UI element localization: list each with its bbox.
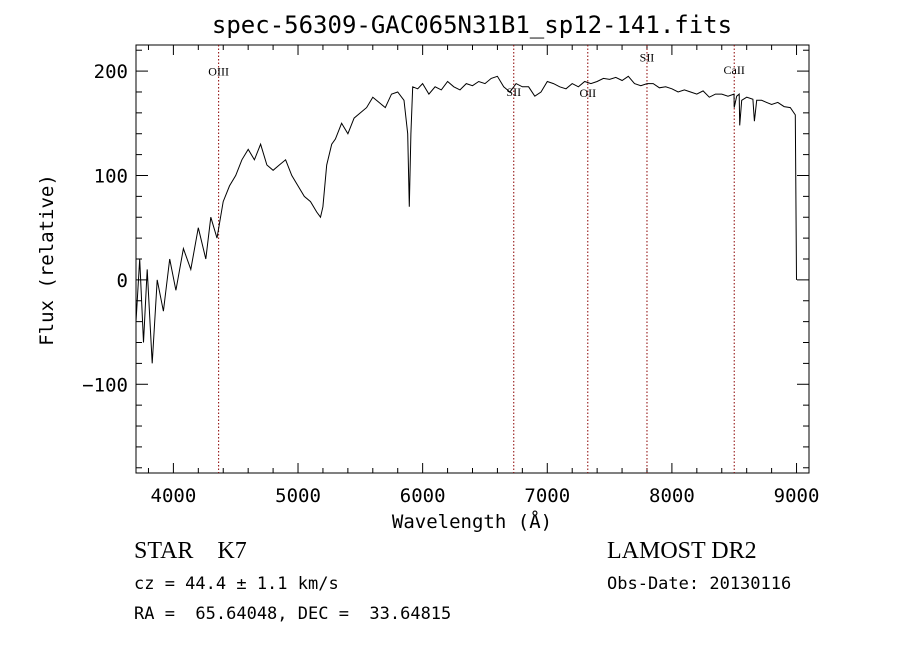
observation-date: Obs-Date: 20130116	[607, 574, 792, 594]
x-tick-label: 4000	[151, 485, 197, 507]
spectral-line-label: OIII	[208, 64, 229, 78]
spectral-line-label: SII	[640, 51, 655, 65]
spectral-line-label: OII	[579, 86, 596, 100]
x-tick-label: 6000	[400, 485, 446, 507]
plot-frame	[135, 44, 810, 474]
spectral-line-label: CaII	[724, 63, 745, 77]
y-tick-label: 0	[117, 270, 128, 292]
y-tick-label: 200	[94, 61, 128, 83]
x-tick-label: 7000	[524, 485, 570, 507]
ra-dec-coordinates: RA = 65.64048, DEC = 33.64815	[134, 604, 452, 624]
axis-ticks: 4000 5000 6000 7000 8000 9000 −100 0 100 200	[82, 45, 819, 507]
chart-title: spec-56309-GAC065N31B1_sp12-141.fits	[212, 11, 732, 39]
redshift-velocity: cz = 44.4 ± 1.1 km/s	[134, 574, 339, 594]
object-class: STAR K7	[134, 538, 247, 564]
x-tick-label: 5000	[275, 485, 321, 507]
spectral-line-label: SII	[506, 85, 521, 99]
y-tick-label: 100	[94, 165, 128, 187]
x-tick-label: 9000	[774, 485, 820, 507]
survey-name: LAMOST DR2	[607, 538, 757, 564]
x-tick-label: 8000	[649, 485, 695, 507]
x-axis-label: Wavelength (Å)	[392, 510, 552, 533]
y-axis-label: Flux (relative)	[36, 174, 58, 346]
line-markers: OIII SII OII SII CaII	[208, 45, 745, 473]
y-tick-label: −100	[82, 374, 128, 396]
spectrum-series-line	[135, 75, 797, 364]
